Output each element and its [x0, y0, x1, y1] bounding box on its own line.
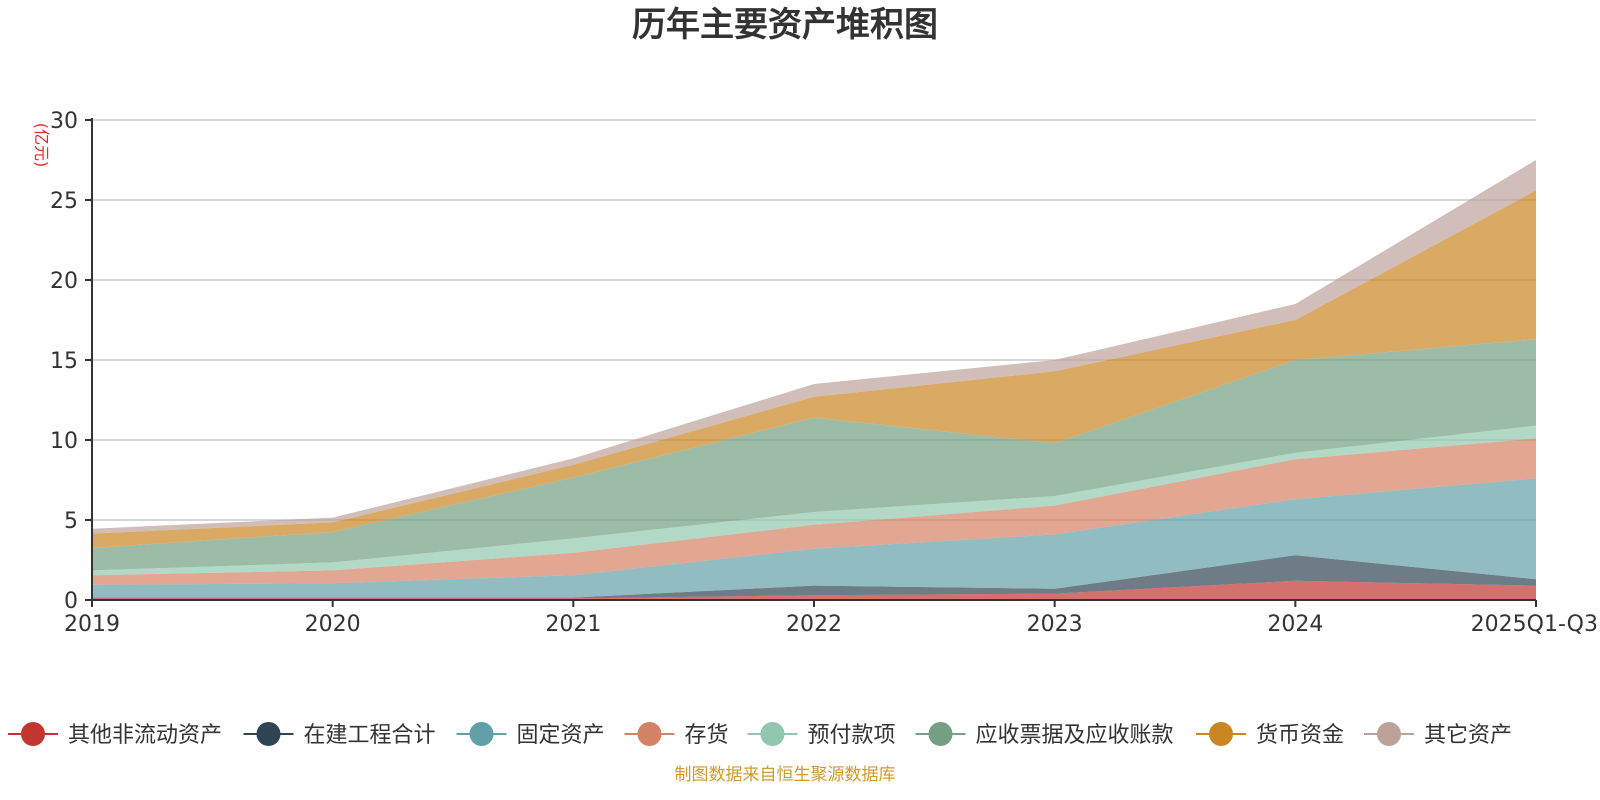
legend-item-6[interactable]: 货币资金: [1196, 722, 1344, 748]
y-tick-label: 30: [50, 109, 78, 134]
y-axis-unit-label: (亿元): [32, 123, 51, 168]
data-source-note: 制图数据来自恒生聚源数据库: [675, 765, 896, 785]
x-axis-ticks: 2019 2020 2021 2022 2023 2024 2025Q1-Q3: [64, 600, 1598, 637]
x-tick-label: 2020: [305, 612, 361, 637]
area-series-2: [92, 478, 1536, 598]
y-tick-label: 0: [64, 589, 78, 614]
y-tick-label: 15: [50, 349, 78, 374]
legend-marker: [760, 722, 785, 746]
chart-title: 历年主要资产堆积图: [632, 5, 938, 45]
legend-marker: [469, 722, 494, 746]
x-tick-label: 2021: [545, 612, 601, 637]
legend: 其他非流动资产 在建工程合计 固定资产 存货 预付款项 应收票据及应收账款 货币资金 其它资产: [8, 722, 1512, 748]
legend-marker: [21, 722, 45, 746]
y-tick-label: 5: [64, 509, 78, 534]
legend-marker: [928, 722, 953, 746]
y-axis-ticks: 0 5 10 15 20 25 30: [50, 109, 92, 614]
area-series: [92, 160, 1536, 600]
x-tick-label: 2023: [1027, 612, 1083, 637]
legend-marker: [1377, 722, 1401, 746]
x-tick-label: 2024: [1267, 612, 1323, 637]
legend-item-5[interactable]: 应收票据及应收账款: [915, 722, 1174, 748]
y-tick-label: 10: [50, 429, 78, 454]
area-series-5: [92, 339, 1536, 571]
legend-label: 预付款项: [808, 723, 896, 748]
legend-marker: [256, 722, 281, 746]
legend-label: 在建工程合计: [304, 723, 436, 748]
area-series-6: [92, 190, 1536, 548]
legend-label: 存货: [685, 723, 729, 748]
y-tick-label: 20: [50, 269, 78, 294]
legend-item-0[interactable]: 其他非流动资产: [8, 722, 222, 748]
x-tick-label: 2019: [64, 612, 120, 637]
area-series-1: [92, 555, 1536, 599]
x-tick-label: 2022: [786, 612, 842, 637]
legend-item-1[interactable]: 在建工程合计: [243, 722, 436, 748]
legend-item-7[interactable]: 其它资产: [1364, 722, 1512, 748]
y-tick-label: 25: [50, 189, 78, 214]
area-series-3: [92, 438, 1536, 585]
legend-item-4[interactable]: 预付款项: [747, 722, 896, 748]
legend-label: 固定资产: [517, 723, 605, 748]
x-tick-label: 2025Q1-Q3: [1471, 612, 1598, 637]
area-series-0: [92, 580, 1536, 600]
legend-label: 其它资产: [1424, 723, 1512, 748]
legend-item-2[interactable]: 固定资产: [456, 722, 605, 748]
legend-item-3[interactable]: 存货: [624, 722, 729, 748]
legend-marker: [1209, 722, 1233, 746]
legend-label: 货币资金: [1256, 723, 1344, 748]
legend-label: 应收票据及应收账款: [976, 723, 1174, 748]
legend-marker: [637, 722, 662, 746]
legend-label: 其他非流动资产: [68, 723, 222, 748]
